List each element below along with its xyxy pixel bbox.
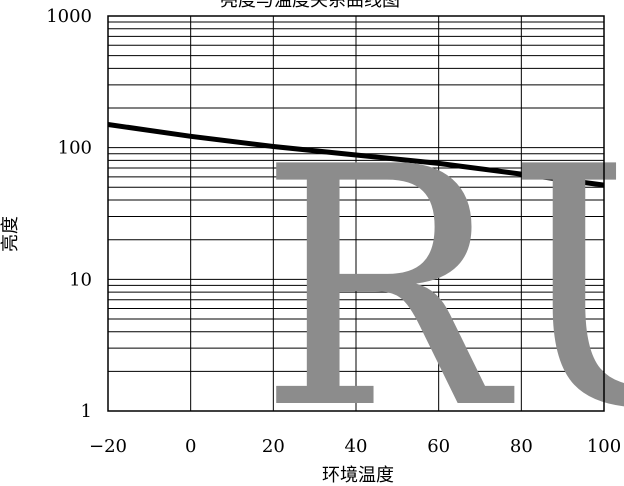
y-tick-label: 100 <box>58 138 92 159</box>
y-tick-label: 1 <box>81 401 92 422</box>
grid-lines <box>107 16 605 412</box>
y-tick-labels: 1 10 100 1000 <box>46 6 92 422</box>
series-line <box>107 122 605 188</box>
series-layer <box>107 122 605 188</box>
x-tick-label: 60 <box>427 436 450 457</box>
x-tick-labels: −20 0 20 40 60 80 100 <box>89 436 621 457</box>
watermark-text: RUN. <box>258 97 624 481</box>
chart-title: 亮度与温度关系曲线图 <box>220 0 400 11</box>
y-axis-title: 亮度 <box>0 216 21 252</box>
x-tick-label: 40 <box>345 436 368 457</box>
x-tick-label: 100 <box>587 436 621 457</box>
x-tick-label: 80 <box>510 436 533 457</box>
plot-frame <box>107 15 605 412</box>
x-axis-title: 环境温度 <box>322 465 394 486</box>
y-tick-label: 1000 <box>46 6 92 27</box>
x-tick-label: 20 <box>262 436 285 457</box>
y-tick-label: 10 <box>69 269 92 290</box>
x-tick-label: 0 <box>185 436 196 457</box>
x-tick-label: −20 <box>89 436 127 457</box>
